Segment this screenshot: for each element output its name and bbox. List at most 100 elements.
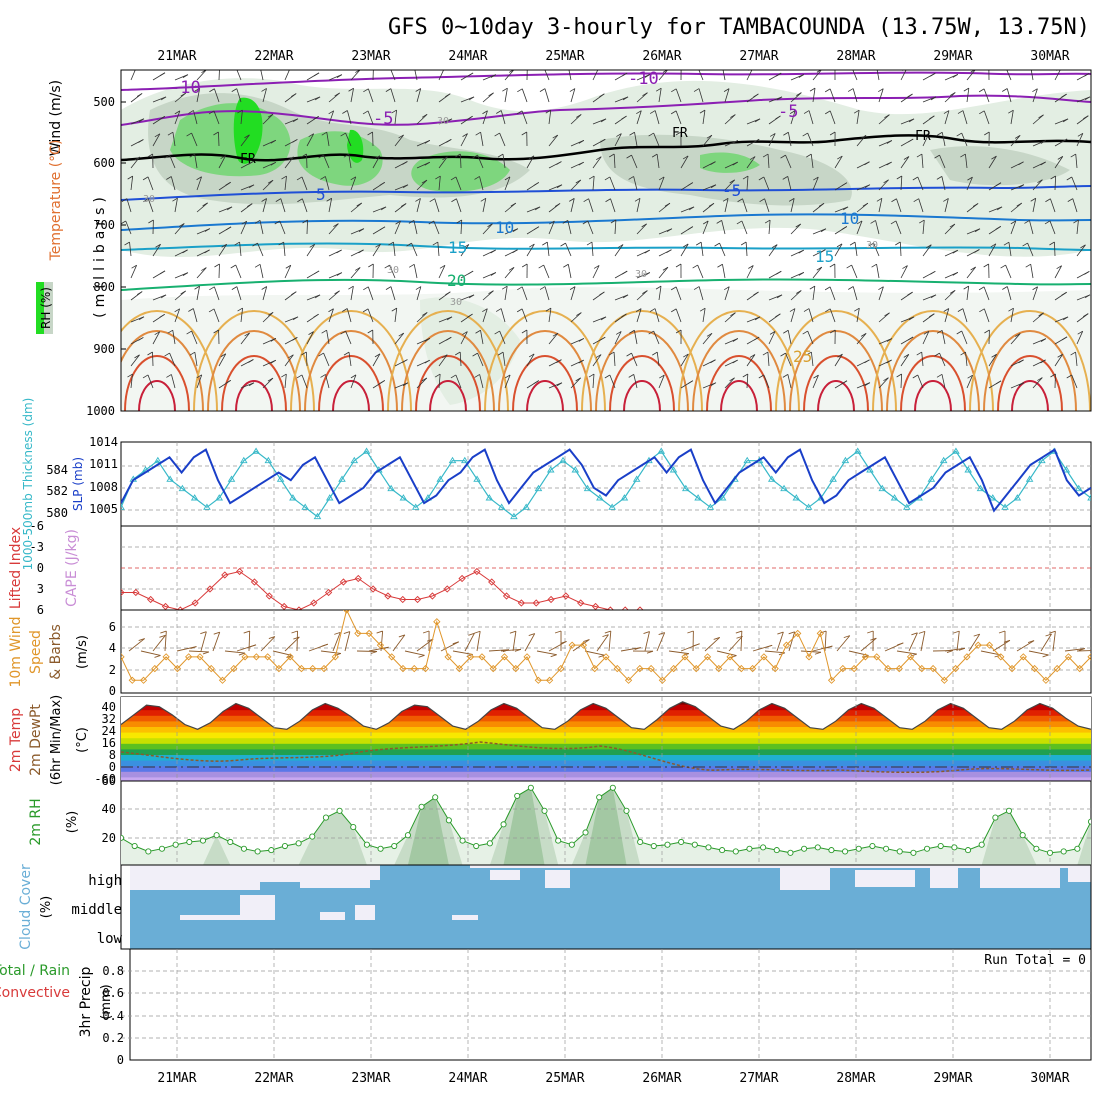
precip-label-a: Total / Rain — [0, 963, 70, 979]
data-marker — [405, 833, 410, 838]
temperature-band — [121, 749, 1091, 755]
data-marker — [733, 849, 738, 854]
isotherm-label: 30 — [635, 269, 647, 280]
wind-barb — [871, 66, 876, 69]
data-marker — [761, 845, 766, 850]
isotherm-label: FR — [240, 152, 256, 167]
chart-title: GFS 0~10day 3-hourly for TAMBACOUNDA (13… — [388, 15, 1090, 40]
date-label: 28MAR — [836, 49, 875, 64]
cloud-unit: (%) — [39, 896, 54, 919]
isotherm-label: 30 — [387, 265, 399, 276]
data-marker — [446, 818, 451, 823]
wind-barb — [563, 66, 568, 69]
isotherm-label: 10 — [840, 209, 859, 228]
wind-barb — [1054, 242, 1055, 256]
pressure-tick: 900 — [93, 342, 115, 356]
temp2m-label-b: 2m DewPt — [28, 704, 44, 776]
isotherm-label: 10 — [495, 218, 514, 237]
date-label: 25MAR — [545, 49, 584, 64]
lifted-index-panel: -6 -3 0 3 6 Lifted Index CAPE (J/kg) — [8, 519, 1091, 617]
data-marker — [583, 830, 588, 835]
date-label: 30MAR — [1030, 49, 1069, 64]
data-marker — [801, 846, 806, 851]
isotherm-label: FR — [915, 129, 931, 144]
wind-barb — [1091, 650, 1097, 652]
date-label: 26MAR — [642, 49, 681, 64]
slp-tick: 1014 — [89, 435, 118, 449]
pressure-tick: 1000 — [86, 404, 115, 418]
slp-left-ticks: 584 582 580 578 — [46, 463, 68, 520]
wind-barb — [368, 66, 373, 69]
data-marker — [187, 839, 192, 844]
wind-barb — [215, 66, 220, 69]
cloud-level-middle: middle — [71, 902, 122, 918]
temperature-band — [121, 772, 1091, 778]
isotherm-label: 20 — [447, 271, 466, 290]
wind-barb — [830, 66, 835, 69]
w10-tick: 0 — [109, 684, 116, 698]
pressure-unit-label: (millibars) — [92, 192, 108, 318]
data-marker — [897, 849, 902, 854]
data-marker — [692, 842, 697, 847]
data-marker — [938, 843, 943, 848]
rh-axis-label: RH (%) — [39, 287, 53, 329]
cloud-levels: high middle low — [71, 873, 122, 947]
data-marker — [474, 843, 479, 848]
data-marker — [706, 845, 711, 850]
data-marker — [747, 846, 752, 851]
temperature-axis-label: Temperature (°C) — [48, 140, 64, 262]
data-marker — [501, 822, 506, 827]
data-marker — [556, 838, 561, 843]
data-marker — [979, 842, 984, 847]
rh-tick: 20 — [102, 831, 116, 845]
data-marker — [624, 808, 629, 813]
thickness-tick: 582 — [46, 484, 68, 498]
data-marker — [993, 815, 998, 820]
data-marker — [132, 843, 137, 848]
wind10m-panel: 6 4 2 0 10m Wind Speed & Barbs (m/s) — [8, 607, 1097, 698]
data-marker — [364, 842, 369, 847]
temperature-band — [121, 761, 1091, 767]
wind-barb — [676, 66, 681, 69]
date-label: 21MAR — [157, 49, 196, 64]
data-marker — [228, 839, 233, 844]
rh-tick: 40 — [102, 802, 116, 816]
wind-barb — [409, 66, 414, 69]
wind-barb — [357, 651, 377, 652]
data-marker — [433, 795, 438, 800]
temperature-band — [121, 733, 1091, 739]
data-marker — [774, 847, 779, 852]
precip-label-c: 3hr Precip — [78, 967, 94, 1038]
data-marker — [392, 843, 397, 848]
data-marker — [842, 849, 847, 854]
temp2m-label-c: (6hr Min/Max) — [49, 695, 64, 785]
date-label: 25MAR — [545, 1071, 584, 1086]
lifted-index-axis-label: Lifted Index — [8, 527, 24, 609]
pressure-tick: 500 — [93, 95, 115, 109]
li-tick: 3 — [37, 582, 44, 596]
wind-barb — [307, 220, 308, 234]
isotherm-label: -5 — [722, 181, 741, 200]
data-marker — [1020, 833, 1025, 838]
date-label: 21MAR — [157, 1071, 196, 1086]
isotherm-label: 30 — [143, 194, 155, 205]
data-marker — [829, 847, 834, 852]
isotherm-label: 30 — [450, 297, 462, 308]
cape-axis-label: CAPE (J/kg) — [64, 529, 80, 607]
cloud-level-high: high — [88, 873, 122, 889]
isotherm-label: 15 — [815, 247, 834, 266]
li-tick: -6 — [30, 519, 44, 533]
slp-tick: 1005 — [89, 502, 118, 516]
run-total: Run Total = 0 — [984, 953, 1086, 968]
data-marker — [870, 843, 875, 848]
date-label: 23MAR — [351, 49, 390, 64]
wind-barb — [522, 66, 527, 69]
slp-axis-label: SLP (mb) — [71, 457, 85, 511]
date-label: 29MAR — [933, 49, 972, 64]
wind-barb — [717, 66, 722, 69]
wind10-label-c: & Barbs — [48, 624, 64, 680]
data-marker — [924, 846, 929, 851]
cloud-panel: high middle low Cloud Cover (%) — [18, 864, 1091, 950]
date-label: 22MAR — [254, 1071, 293, 1086]
